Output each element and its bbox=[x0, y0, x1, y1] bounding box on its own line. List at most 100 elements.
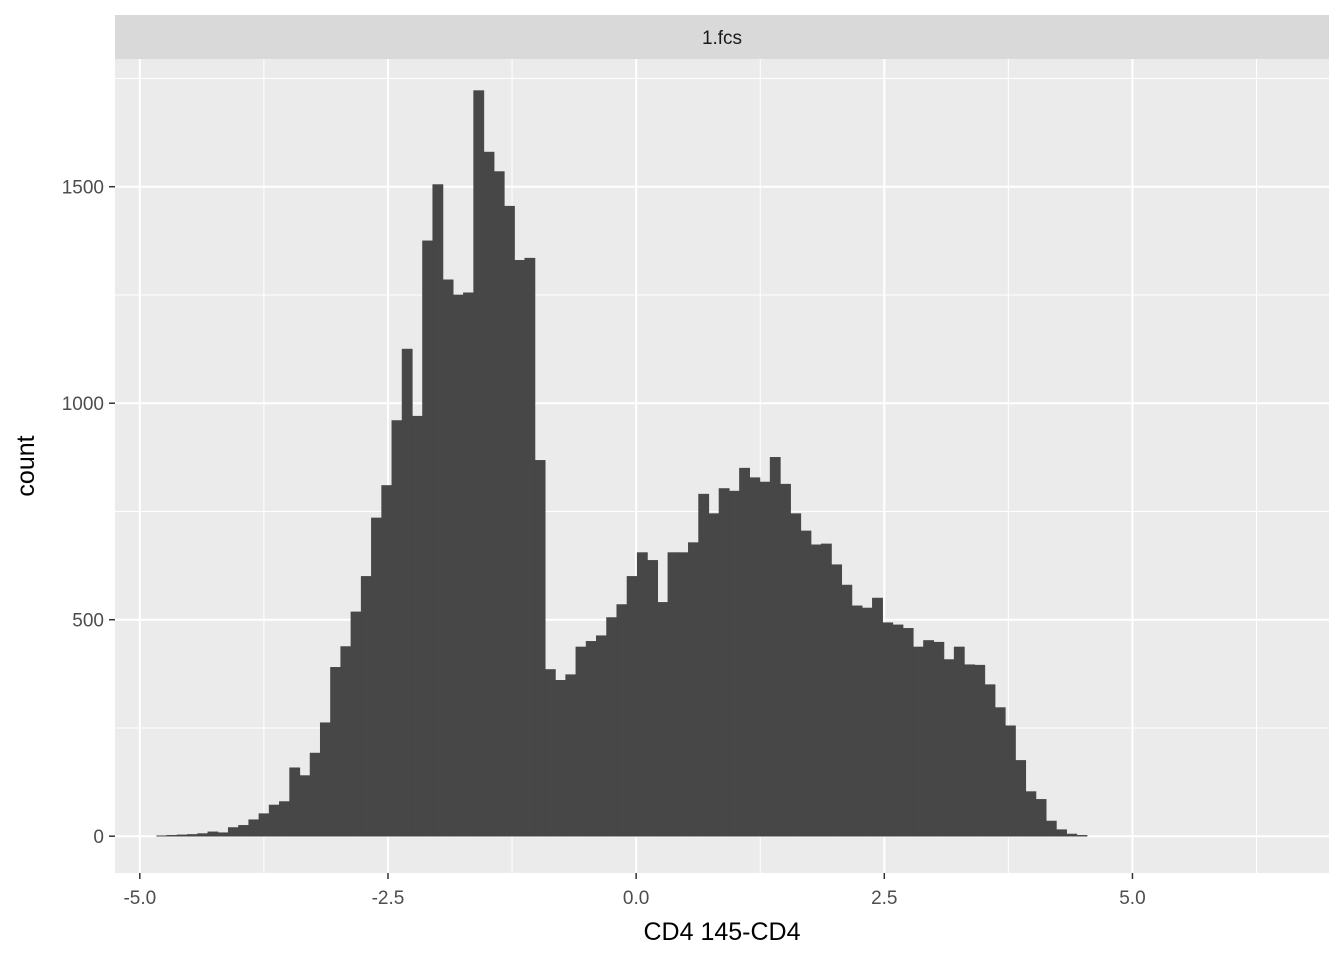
histogram-bar bbox=[657, 602, 669, 837]
facet-strip bbox=[115, 15, 1329, 59]
histogram-bar bbox=[994, 707, 1006, 837]
histogram-bar bbox=[238, 825, 250, 837]
histogram-bar bbox=[217, 832, 229, 837]
histogram-bar bbox=[534, 460, 546, 837]
histogram-bar bbox=[289, 767, 301, 837]
x-axis: -5.0 -2.5 0.0 2.5 5.0 bbox=[123, 873, 1146, 909]
histogram-bar bbox=[585, 641, 597, 837]
histogram-bar bbox=[340, 646, 352, 837]
x-axis-title: CD4 145-CD4 bbox=[643, 918, 800, 946]
histogram-bar bbox=[514, 260, 526, 837]
histogram-bar bbox=[1045, 820, 1057, 837]
x-tick-label: 2.5 bbox=[871, 888, 897, 909]
histogram-bar bbox=[401, 348, 413, 837]
histogram-bar bbox=[493, 171, 505, 837]
histogram-bar bbox=[166, 835, 178, 837]
histogram-bar bbox=[831, 564, 843, 837]
y-tick-label: 1000 bbox=[62, 394, 104, 415]
histogram-bar bbox=[912, 646, 924, 837]
histogram-bar bbox=[647, 560, 658, 837]
histogram-bar bbox=[176, 834, 188, 837]
histogram-bar bbox=[749, 477, 761, 837]
histogram-bar bbox=[504, 205, 515, 837]
histogram-bar bbox=[207, 831, 219, 837]
histogram-bar bbox=[892, 624, 904, 837]
histogram-bar bbox=[442, 279, 454, 837]
histogram-bar bbox=[350, 611, 362, 837]
histogram-bar bbox=[800, 530, 812, 837]
histogram-bar bbox=[227, 827, 239, 837]
y-tick-label: 500 bbox=[72, 611, 104, 632]
histogram-bar bbox=[299, 775, 311, 837]
histogram-bar bbox=[769, 457, 781, 837]
x-tick-label: 5.0 bbox=[1119, 888, 1145, 909]
histogram-bar bbox=[739, 467, 750, 837]
histogram-bar bbox=[616, 604, 628, 837]
histogram-bar bbox=[258, 813, 270, 837]
histogram-bar bbox=[1025, 791, 1037, 837]
histogram-bar bbox=[861, 607, 873, 837]
y-axis-title: count bbox=[12, 435, 40, 496]
x-tick-label: -5.0 bbox=[123, 888, 156, 909]
histogram-bar bbox=[943, 659, 955, 837]
histogram-bar bbox=[1004, 725, 1016, 837]
histogram-bar bbox=[728, 490, 740, 837]
histogram-bars bbox=[156, 90, 1088, 837]
histogram-bar bbox=[984, 684, 996, 837]
histogram-bar bbox=[463, 292, 474, 837]
histogram-bar bbox=[780, 483, 791, 837]
histogram-bar bbox=[391, 420, 403, 837]
y-tick-label: 0 bbox=[93, 827, 104, 848]
histogram-bar bbox=[790, 513, 802, 837]
histogram-bar bbox=[268, 804, 280, 837]
histogram-bar bbox=[596, 635, 607, 837]
x-tick-label: -2.5 bbox=[372, 888, 405, 909]
histogram-bar bbox=[544, 669, 556, 837]
histogram-bar bbox=[1076, 835, 1088, 837]
histogram-bar bbox=[1056, 829, 1067, 837]
histogram-bar bbox=[841, 584, 853, 837]
histogram-bar bbox=[636, 552, 648, 837]
histogram-bar bbox=[953, 646, 965, 837]
histogram-bar bbox=[851, 605, 863, 837]
histogram-bar bbox=[964, 664, 975, 837]
histogram-bar bbox=[1015, 760, 1027, 837]
histogram-bar bbox=[688, 542, 699, 837]
histogram-bar bbox=[606, 617, 618, 837]
histogram-bar bbox=[575, 646, 587, 837]
histogram-bar bbox=[360, 576, 372, 837]
histogram-bar bbox=[422, 240, 434, 837]
histogram-bar bbox=[187, 834, 198, 837]
histogram-bar bbox=[902, 628, 914, 837]
histogram-bar bbox=[473, 90, 485, 837]
histogram-bar bbox=[626, 576, 638, 837]
histogram-bar bbox=[974, 664, 986, 837]
histogram-bar bbox=[882, 622, 894, 837]
histogram-bar bbox=[371, 517, 382, 837]
histogram-bar bbox=[248, 819, 260, 837]
histogram-bar bbox=[1035, 799, 1047, 837]
y-axis: 0 500 1000 1500 bbox=[62, 178, 115, 848]
histogram-bar bbox=[667, 552, 679, 837]
y-tick-label: 1500 bbox=[62, 178, 104, 199]
histogram-bar bbox=[279, 801, 290, 837]
histogram-bar bbox=[810, 544, 822, 837]
histogram-bar bbox=[565, 674, 577, 837]
histogram-bar bbox=[1066, 833, 1078, 837]
facet-label: 1.fcs bbox=[702, 28, 742, 49]
histogram-bar bbox=[309, 752, 321, 837]
histogram-bar bbox=[432, 184, 444, 837]
histogram-bar bbox=[933, 641, 945, 837]
histogram-bar bbox=[555, 680, 566, 837]
histogram-bar bbox=[411, 415, 423, 837]
histogram-bar bbox=[319, 722, 331, 837]
histogram-bar bbox=[483, 151, 495, 837]
histogram-bar bbox=[759, 481, 771, 837]
histogram-bar bbox=[452, 294, 464, 837]
histogram-bar bbox=[197, 833, 209, 837]
histogram-bar bbox=[718, 488, 730, 837]
histogram-bar bbox=[820, 543, 832, 837]
x-tick-label: 0.0 bbox=[623, 888, 649, 909]
histogram-bar bbox=[524, 257, 536, 837]
